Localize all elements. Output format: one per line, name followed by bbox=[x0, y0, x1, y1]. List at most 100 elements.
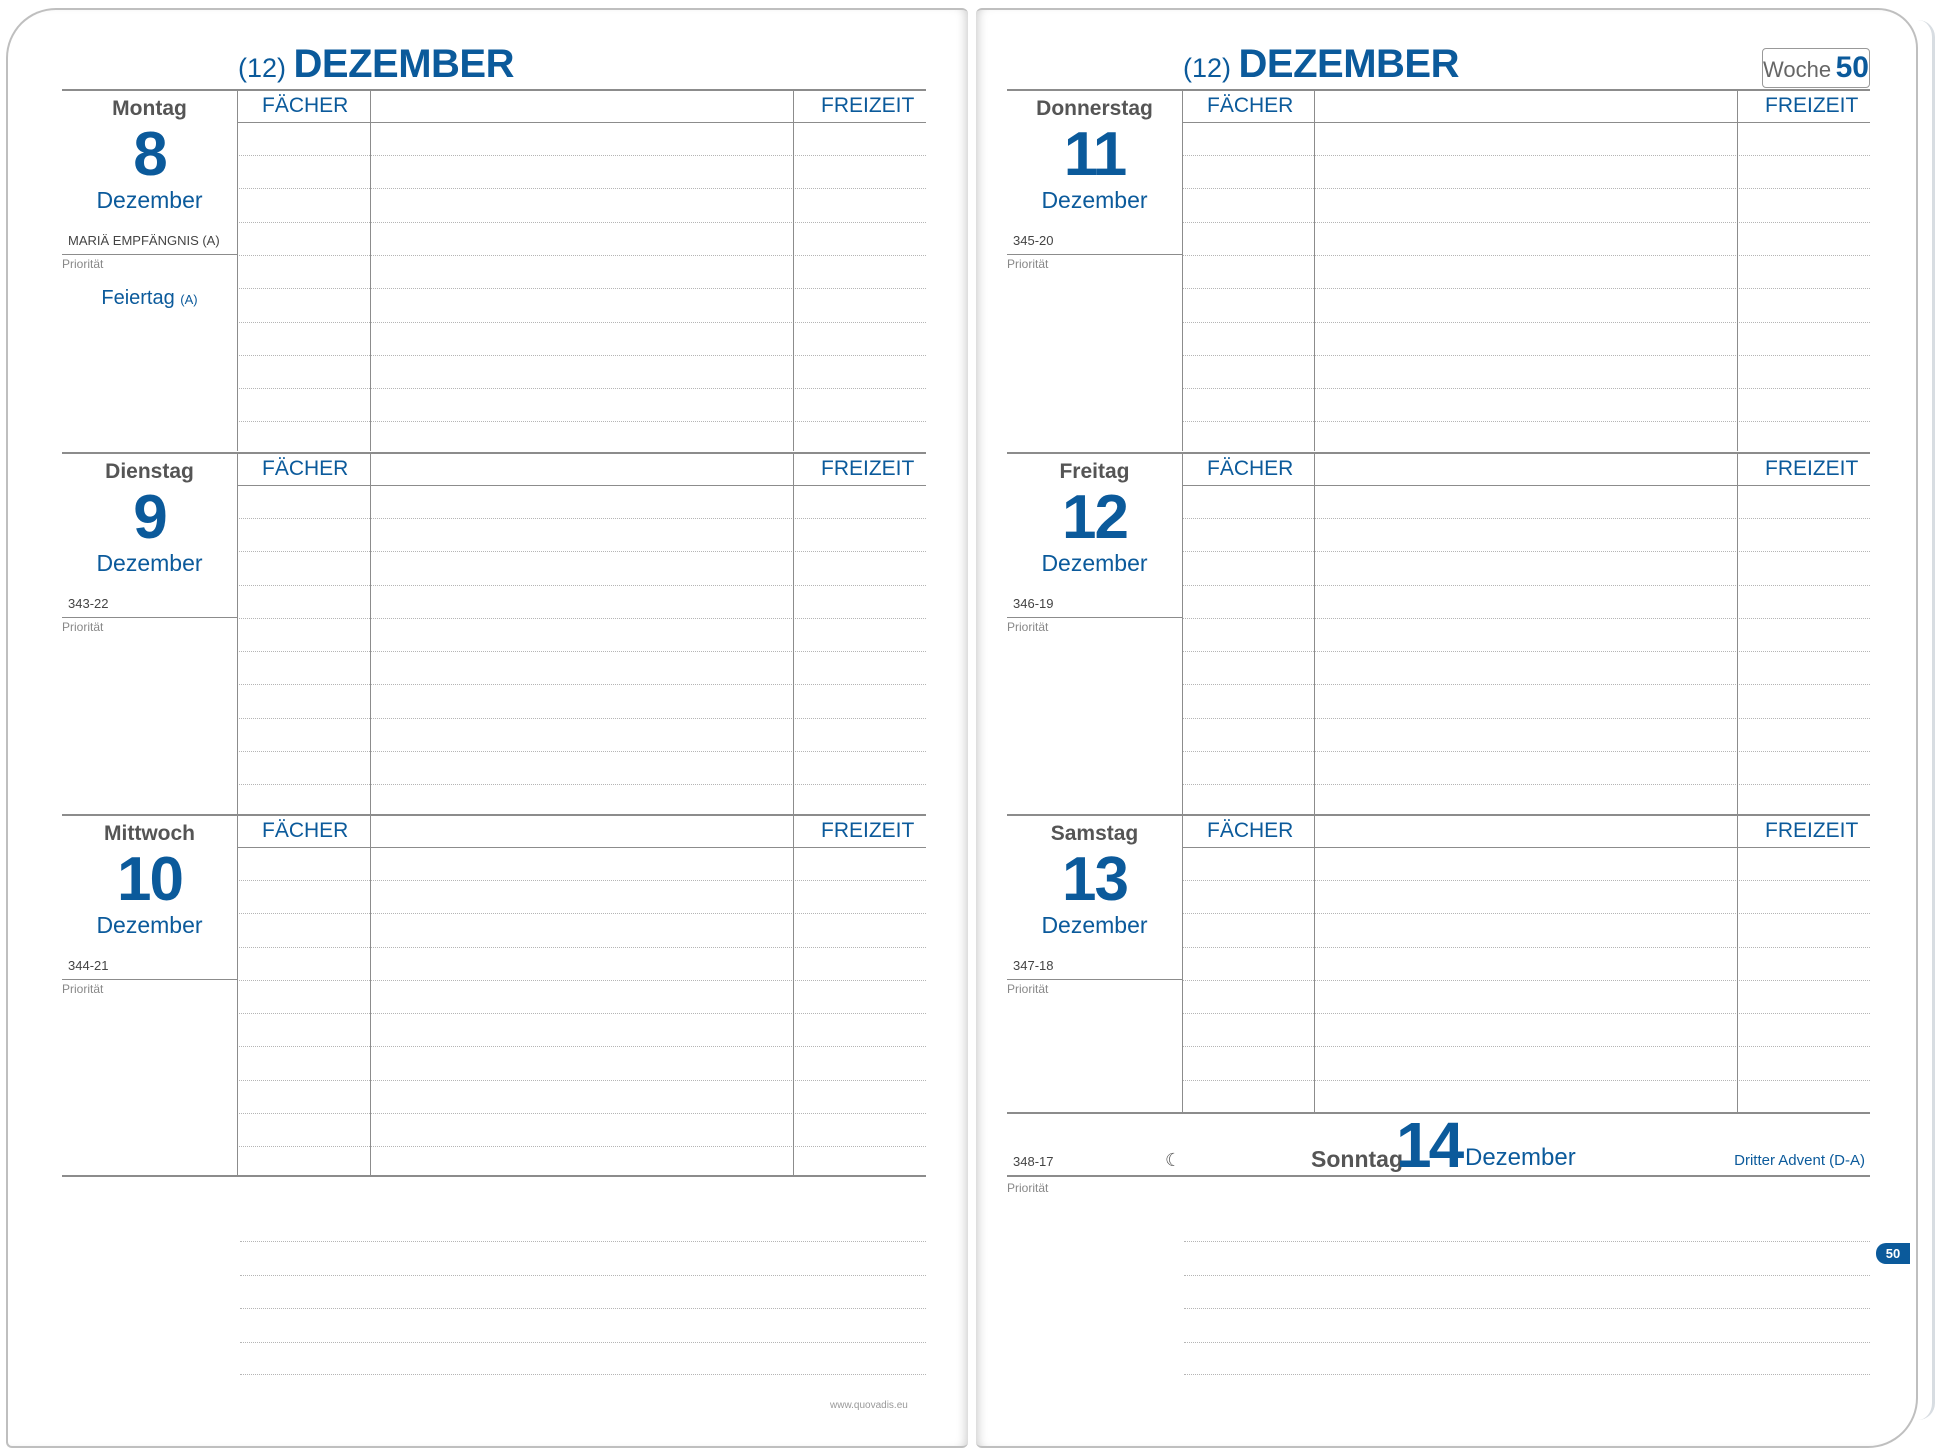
writing-line bbox=[1182, 421, 1870, 422]
writing-line bbox=[237, 718, 926, 719]
day-number: 12 bbox=[1062, 483, 1129, 552]
notes-line bbox=[240, 1241, 926, 1242]
weekday-name: Freitag bbox=[1059, 460, 1130, 483]
column-divider bbox=[793, 89, 794, 451]
day-top-rule bbox=[1007, 89, 1870, 91]
writing-line bbox=[1182, 684, 1870, 685]
sidebar-rule bbox=[62, 617, 237, 618]
day-top-rule bbox=[1007, 814, 1870, 816]
column-divider bbox=[793, 814, 794, 1176]
day-number: 13 bbox=[1062, 845, 1129, 914]
leisure-column-header: FREIZEIT bbox=[1765, 94, 1859, 117]
notes-line bbox=[1184, 1308, 1870, 1309]
column-divider bbox=[370, 89, 371, 451]
holiday-note: Feiertag (A) bbox=[62, 287, 237, 310]
column-divider bbox=[1182, 814, 1183, 1112]
page-edges bbox=[1918, 20, 1935, 1420]
writing-line bbox=[1182, 718, 1870, 719]
writing-line bbox=[1182, 947, 1870, 948]
leisure-column-header: FREIZEIT bbox=[1765, 457, 1859, 480]
notes-line bbox=[1184, 1342, 1870, 1343]
subjects-column-header: FÄCHER bbox=[262, 94, 349, 117]
column-header-rule bbox=[1182, 122, 1870, 123]
leisure-column-header: FREIZEIT bbox=[821, 819, 915, 842]
week-number: 50 bbox=[1835, 51, 1869, 84]
writing-line bbox=[1182, 288, 1870, 289]
writing-line bbox=[1182, 618, 1870, 619]
writing-line bbox=[1182, 751, 1870, 752]
week-box: Woche 50 bbox=[1762, 48, 1870, 88]
holiday-note-text: Feiertag bbox=[101, 287, 175, 309]
left-page bbox=[6, 8, 968, 1448]
notes-line bbox=[1184, 1374, 1870, 1375]
writing-line bbox=[237, 913, 926, 914]
column-header-rule bbox=[237, 122, 926, 123]
writing-line bbox=[237, 551, 926, 552]
weekday-name: Donnerstag bbox=[1036, 97, 1153, 120]
sunday-bottom-rule bbox=[1007, 1175, 1870, 1177]
writing-line bbox=[237, 155, 926, 156]
day-bottom-rule bbox=[62, 1175, 926, 1177]
day-top-rule bbox=[1007, 452, 1870, 454]
sunday-day-number: 14 bbox=[1396, 1109, 1464, 1181]
column-divider bbox=[1314, 814, 1315, 1112]
leisure-column-header: FREIZEIT bbox=[1765, 819, 1859, 842]
writing-line bbox=[237, 1080, 926, 1081]
month-name: DEZEMBER bbox=[293, 42, 515, 86]
writing-line bbox=[237, 684, 926, 685]
subjects-column-header: FÄCHER bbox=[1207, 94, 1294, 117]
holiday-note-region: (A) bbox=[180, 292, 198, 307]
writing-line bbox=[237, 1113, 926, 1114]
day-number: 11 bbox=[1063, 120, 1128, 189]
notes-line bbox=[1184, 1241, 1870, 1242]
day-code: 345-20 bbox=[1013, 233, 1054, 248]
column-divider bbox=[1182, 452, 1183, 814]
month-header-left: (12) DEZEMBER bbox=[238, 42, 514, 87]
notes-line bbox=[1184, 1275, 1870, 1276]
subjects-column-header: FÄCHER bbox=[262, 457, 349, 480]
writing-line bbox=[1182, 155, 1870, 156]
writing-line bbox=[1182, 222, 1870, 223]
column-header-rule bbox=[237, 847, 926, 848]
page-tab[interactable]: 50 bbox=[1876, 1243, 1910, 1264]
moon-phase-icon: ☾ bbox=[1165, 1150, 1182, 1170]
column-divider bbox=[1314, 452, 1315, 814]
month-name: DEZEMBER bbox=[1238, 42, 1460, 86]
column-divider bbox=[370, 452, 371, 814]
writing-line bbox=[237, 585, 926, 586]
subjects-column-header: FÄCHER bbox=[1207, 819, 1294, 842]
writing-line bbox=[237, 947, 926, 948]
writing-line bbox=[237, 355, 926, 356]
priority-label: Priorität bbox=[62, 257, 104, 271]
day-number: 10 bbox=[117, 845, 184, 914]
sunday-top-rule bbox=[1007, 1112, 1870, 1114]
column-divider bbox=[237, 452, 238, 814]
day-code: 343-22 bbox=[68, 596, 109, 611]
writing-line bbox=[1182, 651, 1870, 652]
writing-line bbox=[1182, 518, 1870, 519]
writing-line bbox=[237, 784, 926, 785]
sidebar-rule bbox=[1007, 254, 1182, 255]
writing-line bbox=[237, 751, 926, 752]
column-divider bbox=[1737, 814, 1738, 1112]
sidebar-rule bbox=[1007, 979, 1182, 980]
writing-line bbox=[237, 618, 926, 619]
month-name: Dezember bbox=[1041, 912, 1148, 938]
leisure-column-header: FREIZEIT bbox=[821, 457, 915, 480]
right-page bbox=[976, 8, 1918, 1448]
writing-line bbox=[1182, 388, 1870, 389]
writing-line bbox=[1182, 188, 1870, 189]
writing-line bbox=[237, 880, 926, 881]
notes-line bbox=[240, 1342, 926, 1343]
sunday-priority-label: Priorität bbox=[1007, 1181, 1049, 1195]
month-name: Dezember bbox=[1041, 550, 1148, 576]
sidebar-rule bbox=[62, 254, 237, 255]
writing-line bbox=[237, 1046, 926, 1047]
column-divider bbox=[370, 814, 371, 1176]
weekday-name: Mittwoch bbox=[104, 822, 195, 845]
day-number: 8 bbox=[133, 120, 167, 189]
column-divider bbox=[237, 89, 238, 451]
sunday-month: Dezember bbox=[1465, 1144, 1576, 1171]
writing-line bbox=[1182, 784, 1870, 785]
day-code: 347-18 bbox=[1013, 958, 1054, 973]
